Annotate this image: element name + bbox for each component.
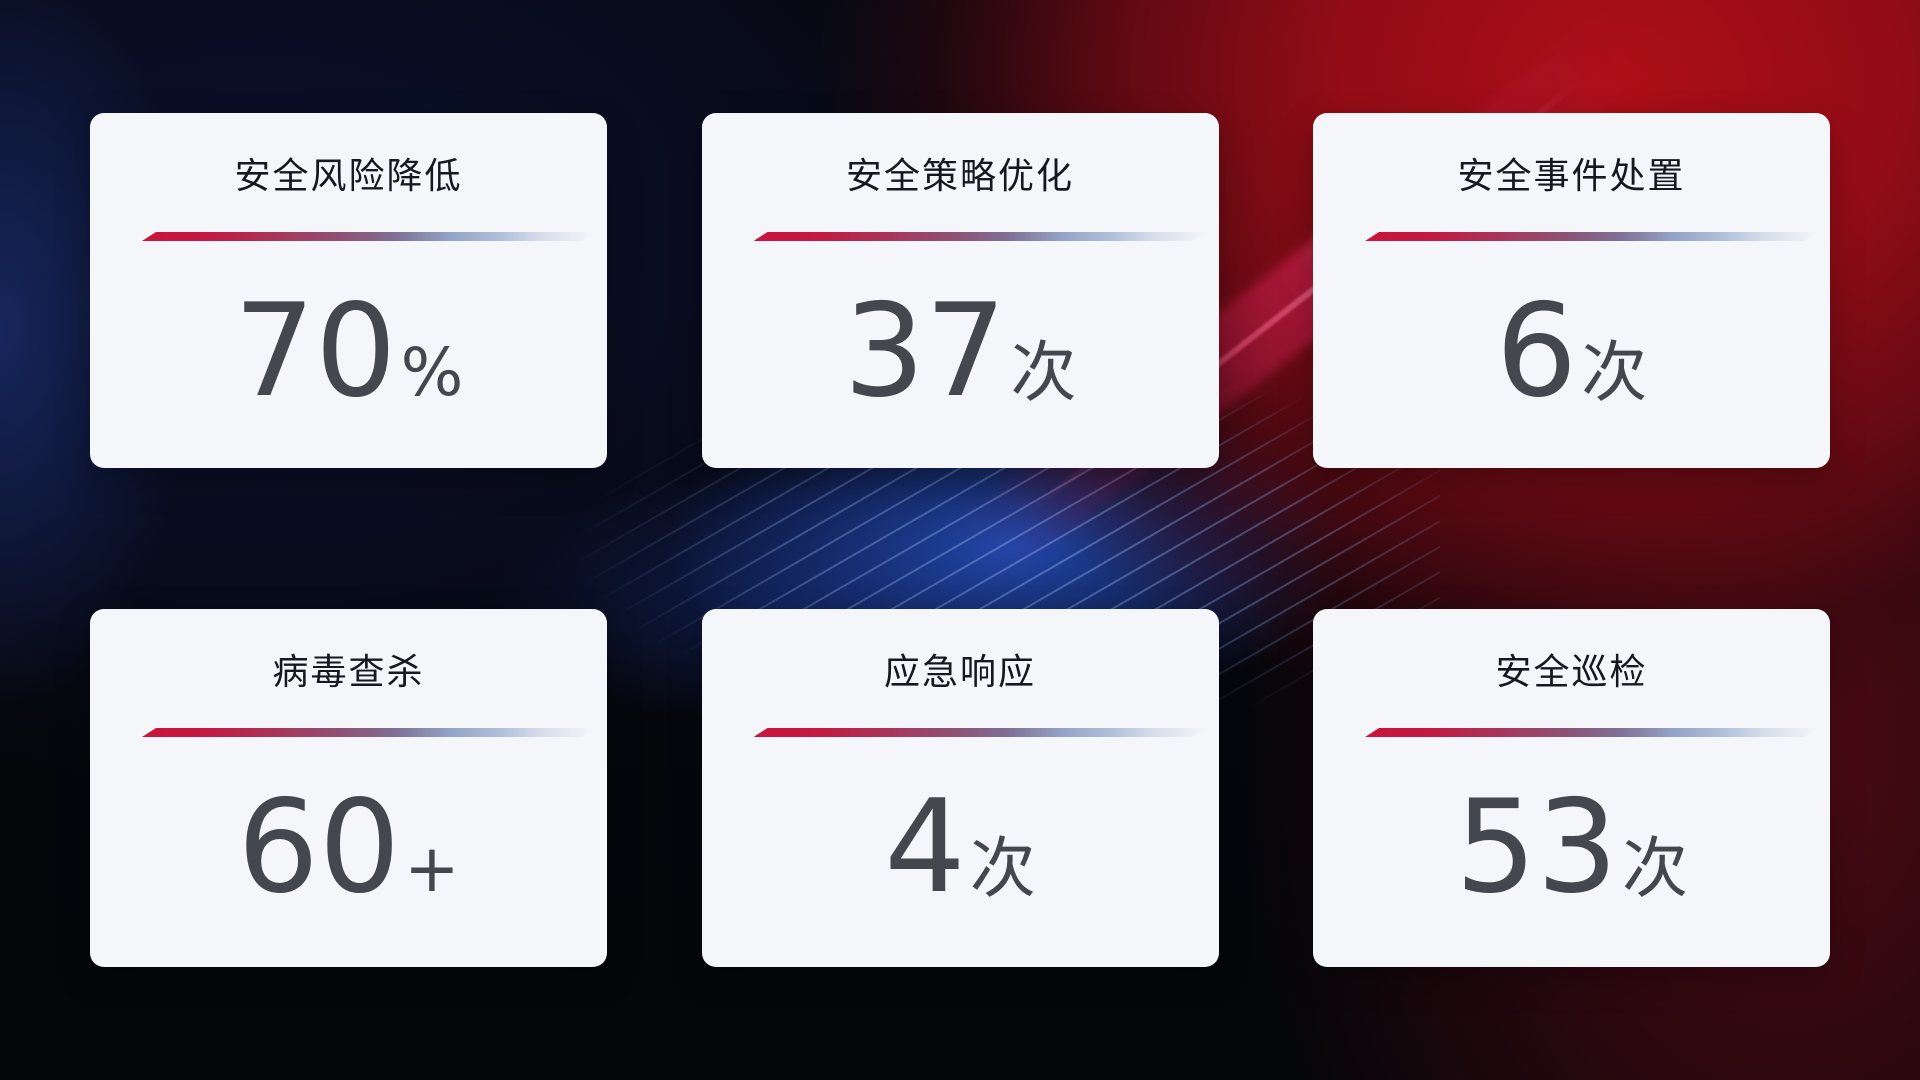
- gradient-divider: [142, 728, 595, 737]
- stat-card-security-inspection: 安全巡检 53 次: [1313, 609, 1830, 967]
- stat-value: 60: [237, 773, 401, 922]
- card-title: 病毒查杀: [272, 652, 425, 693]
- gradient-divider: [1365, 232, 1818, 241]
- card-title: 安全策略优化: [845, 156, 1074, 197]
- stat-unit: 次: [1010, 334, 1077, 411]
- stat-card-security-incident-handling: 安全事件处置 6 次: [1313, 113, 1830, 468]
- gradient-divider: [1365, 728, 1818, 737]
- card-title: 安全风险降低: [234, 156, 463, 197]
- stat-value: 6: [1495, 277, 1578, 426]
- stat-unit: %: [400, 334, 464, 411]
- stat-value: 53: [1455, 773, 1618, 922]
- stat-value: 70: [233, 277, 397, 426]
- stat-unit: +: [404, 830, 460, 907]
- card-title: 安全事件处置: [1457, 156, 1686, 197]
- stat-card-emergency-response: 应急响应 4 次: [701, 609, 1219, 967]
- stat-value: 37: [843, 277, 1007, 426]
- stat-value-row: 53 次: [1455, 784, 1688, 912]
- stat-value-row: 60 +: [237, 784, 459, 912]
- stat-value-row: 4 次: [884, 784, 1035, 912]
- stat-value-row: 37 次: [844, 288, 1077, 416]
- gradient-divider: [754, 232, 1207, 241]
- gradient-divider: [754, 728, 1207, 737]
- stat-card-security-policy-optimization: 安全策略优化 37 次: [701, 113, 1219, 468]
- stat-unit: 次: [969, 830, 1036, 907]
- gradient-divider: [142, 232, 595, 241]
- stat-value-row: 70 %: [234, 288, 464, 416]
- stat-value: 4: [884, 773, 966, 922]
- card-title: 安全巡检: [1495, 652, 1648, 693]
- stat-card-virus-scan: 病毒查杀 60 +: [90, 609, 607, 967]
- stat-card-security-risk-reduction: 安全风险降低 70 %: [90, 113, 607, 468]
- stat-value-row: 6 次: [1496, 288, 1647, 416]
- stat-unit: 次: [1581, 334, 1648, 411]
- card-title: 应急响应: [883, 652, 1036, 693]
- stat-unit: 次: [1621, 830, 1688, 907]
